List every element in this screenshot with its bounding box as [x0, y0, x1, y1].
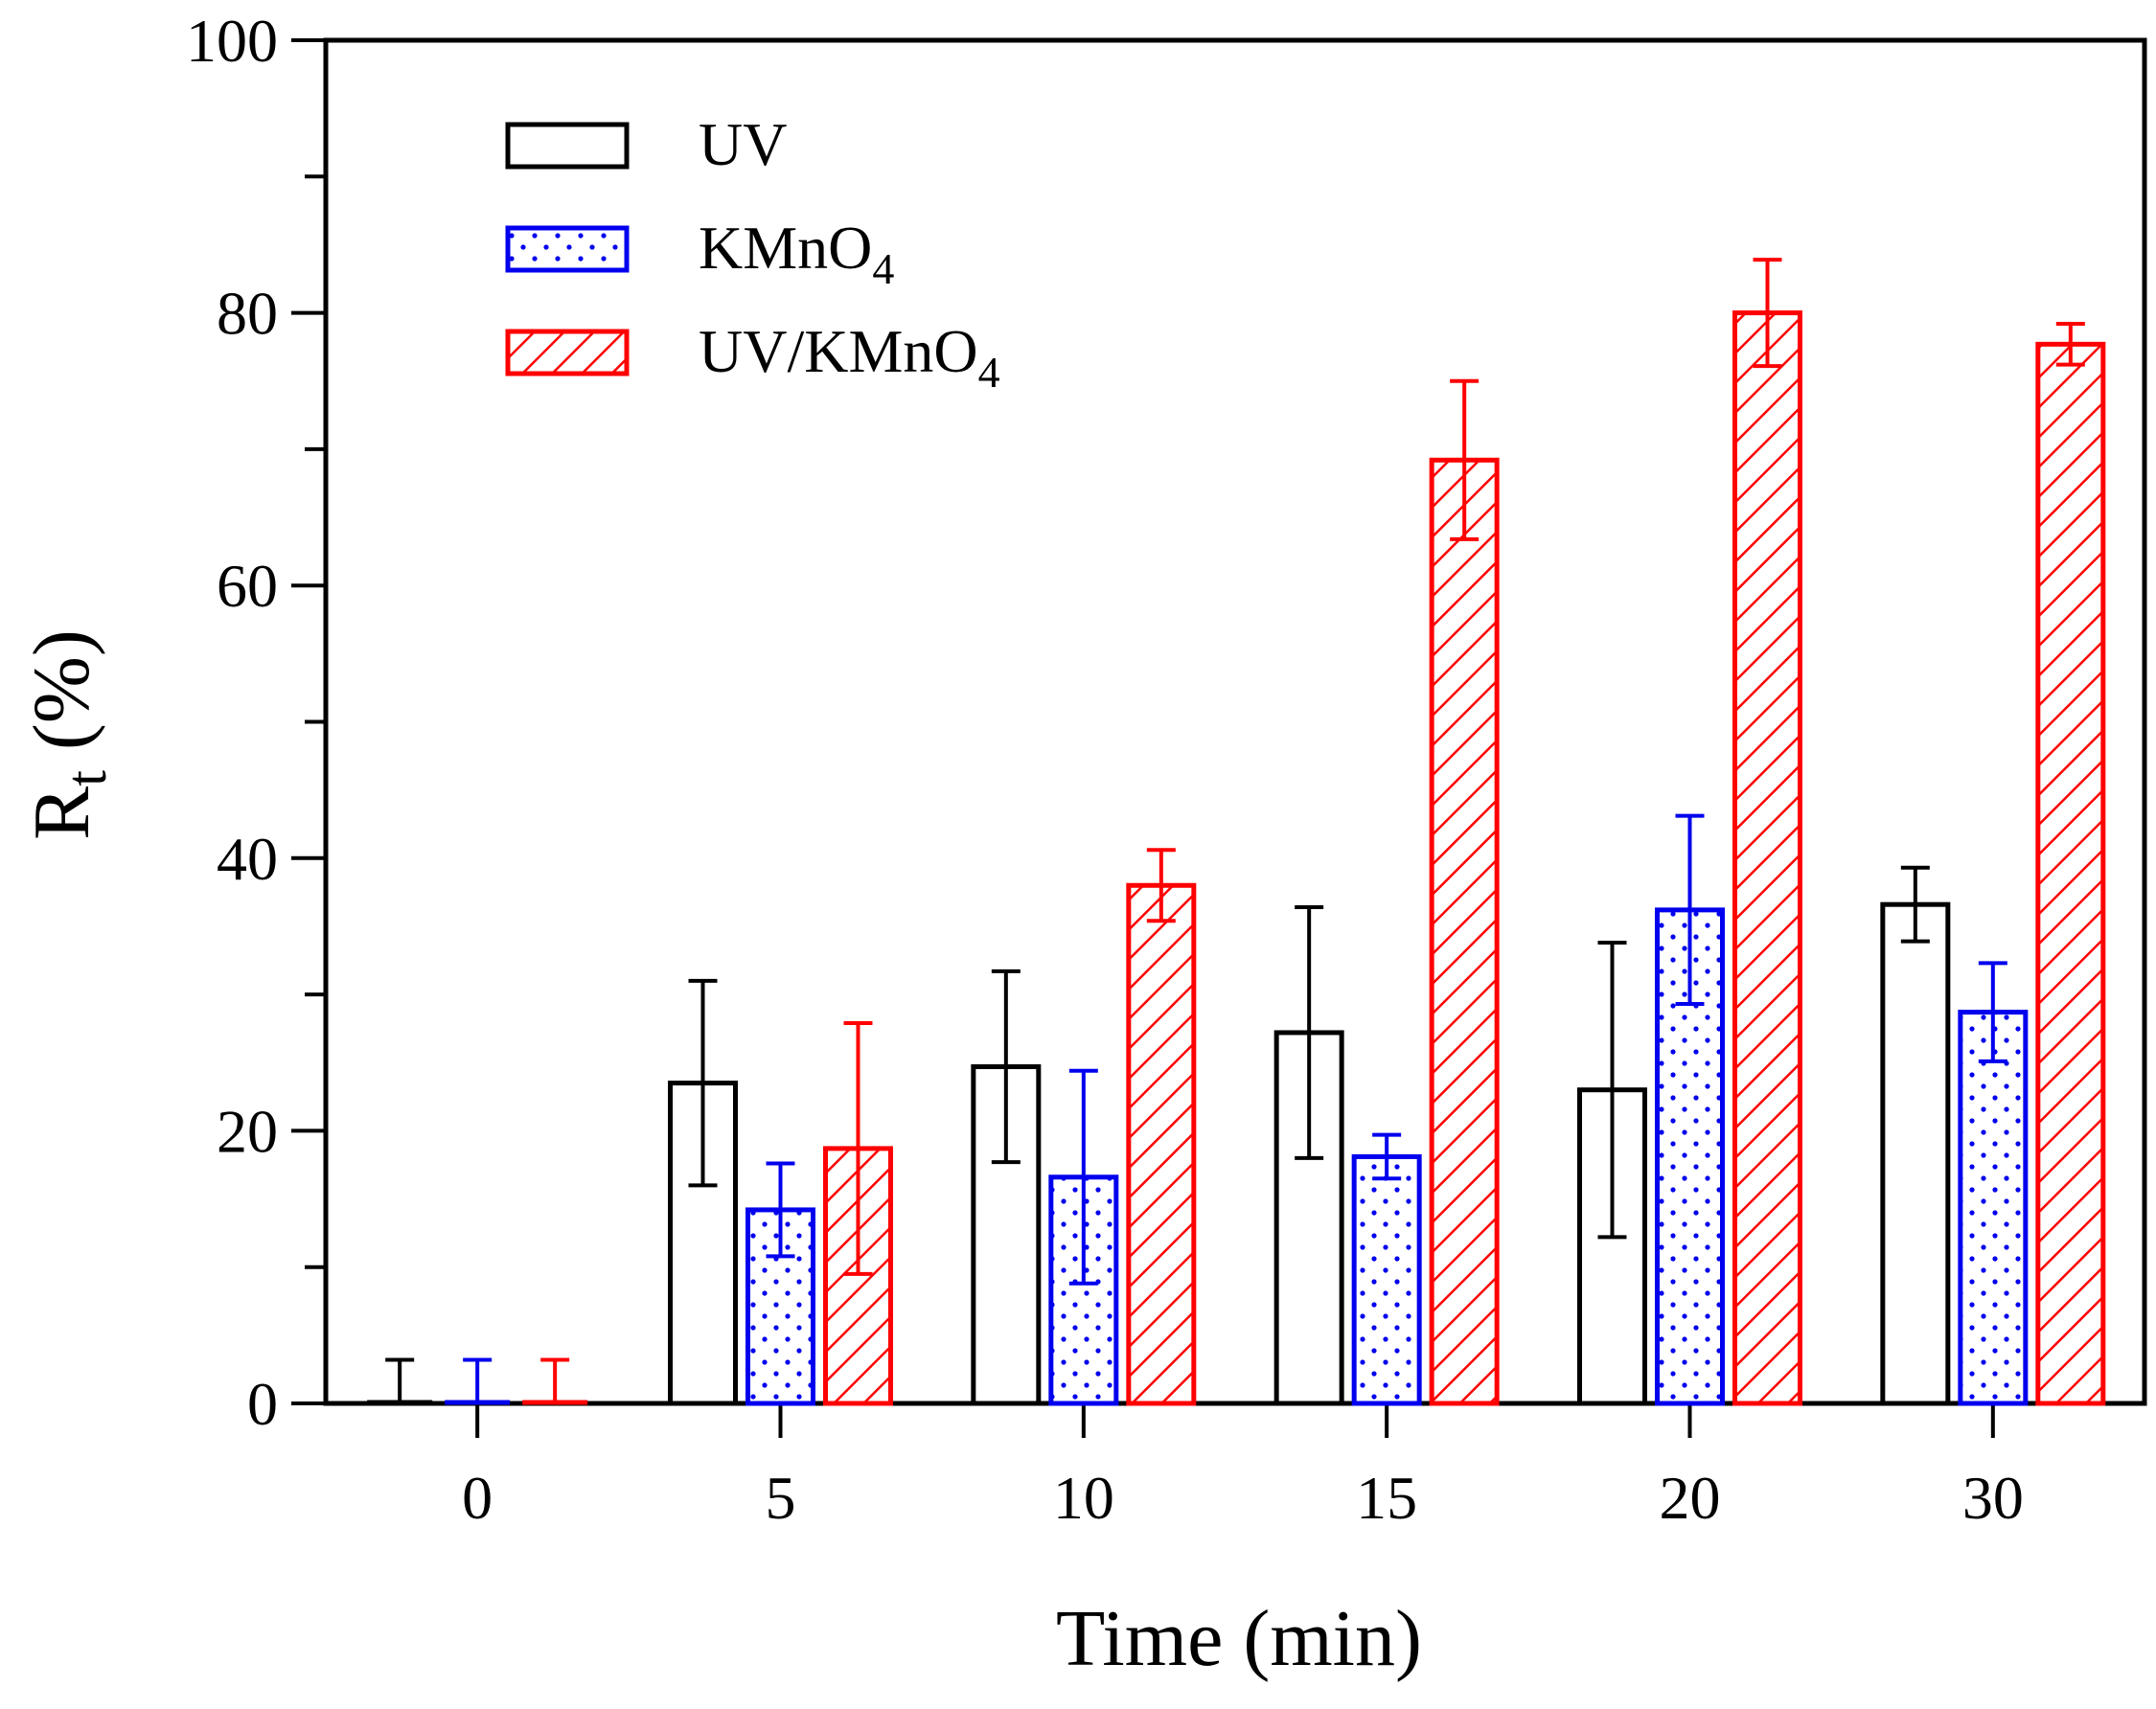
- y-tick-label: 100: [186, 7, 278, 75]
- legend-label-subscript: 4: [978, 348, 1000, 397]
- legend-swatch: [505, 122, 630, 170]
- y-tick-label: 60: [217, 552, 278, 620]
- legend-label-main: KMnO: [699, 214, 872, 282]
- bar: [1958, 1010, 2029, 1406]
- x-axis-title: Time (min): [1056, 1594, 1422, 1683]
- x-tick-label: 0: [462, 1464, 493, 1532]
- legend-swatch: [505, 225, 630, 273]
- y-tick-label: 80: [217, 280, 278, 348]
- bar: [1880, 901, 1951, 1406]
- x-tick-label: 5: [766, 1464, 796, 1532]
- legend-label: UV/KMnO4: [699, 317, 1000, 397]
- y-axis-title: Rt (%): [17, 629, 118, 840]
- bar: [1732, 310, 1802, 1406]
- legend-label-main: UV/KMnO: [699, 317, 978, 385]
- x-tick-label: 30: [1962, 1464, 2024, 1532]
- bar: [1429, 457, 1500, 1406]
- error-bars-layer: [385, 258, 2085, 1403]
- y-axis-title-main: R: [17, 786, 106, 840]
- legend-label: UV: [699, 110, 787, 178]
- legend-label: KMnO4: [699, 214, 894, 293]
- y-axis-title-suffix: (%): [17, 629, 106, 770]
- axes-layer: 0 20 40 60 80 100 0 5 10 15 20 30: [186, 7, 2147, 1532]
- legend-label-subscript: 4: [872, 244, 894, 293]
- y-tick-label: 0: [247, 1370, 278, 1438]
- y-axis-title-subscript: t: [55, 770, 118, 786]
- bar: [1273, 1030, 1344, 1406]
- x-tick-label: 20: [1660, 1464, 1721, 1532]
- bar: [1126, 882, 1197, 1406]
- legend-label-main: UV: [699, 110, 787, 178]
- y-tick-label: 20: [217, 1097, 278, 1165]
- bar: [1048, 1174, 1119, 1406]
- y-tick-label: 40: [217, 825, 278, 893]
- bar: [2035, 341, 2106, 1406]
- x-tick-label: 15: [1356, 1464, 1417, 1532]
- bar: [1351, 1153, 1422, 1406]
- bars-layer: [367, 310, 2106, 1406]
- legend-swatch: [505, 329, 630, 376]
- x-tick-label: 10: [1053, 1464, 1114, 1532]
